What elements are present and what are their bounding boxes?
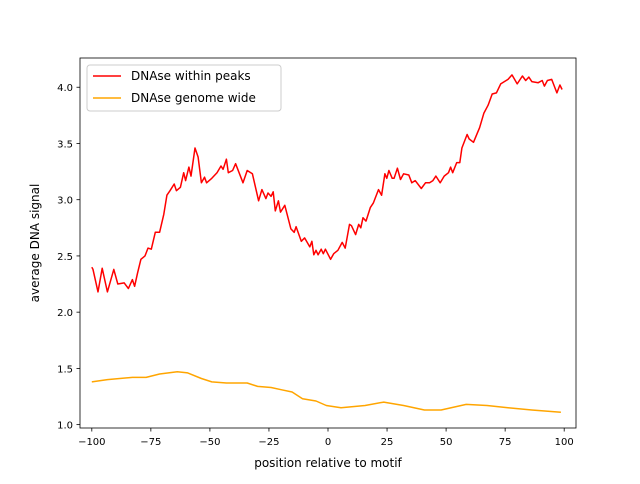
x-tick-label: 100: [555, 437, 574, 448]
legend-label-within-peaks: DNAse within peaks: [131, 69, 251, 83]
series-line-1: [91, 371, 561, 414]
x-tick-label: 50: [440, 437, 453, 448]
x-tick-label: −25: [258, 437, 279, 448]
y-tick-label: 1.0: [57, 421, 73, 432]
series-layer: [91, 74, 563, 414]
y-tick-label: 3.5: [57, 139, 73, 150]
series-line-0: [91, 74, 563, 293]
y-axis-label: average DNA signal: [28, 184, 42, 303]
x-tick-label: 0: [325, 437, 331, 448]
legend-label-genome-wide: DNAse genome wide: [131, 91, 256, 105]
x-tick-label: −75: [140, 437, 161, 448]
y-tick-label: 1.5: [57, 364, 73, 375]
x-tick-label: 25: [381, 437, 394, 448]
x-tick-label: 75: [499, 437, 512, 448]
x-axis-label: position relative to motif: [254, 456, 402, 470]
x-tick-label: −100: [78, 437, 105, 448]
x-tick-label: −50: [199, 437, 220, 448]
y-axis-ticks: 1.0 1.5 2.0 2.5 3.0 3.5 4.0: [57, 83, 80, 432]
y-tick-label: 2.5: [57, 252, 73, 263]
y-tick-label: 4.0: [57, 83, 73, 94]
plot-frame: [79, 57, 577, 429]
legend: DNAse within peaks DNAse genome wide: [86, 64, 282, 112]
y-tick-label: 2.0: [57, 308, 73, 319]
x-axis-ticks: −100 −75 −50 −25 0 25 50 75 100: [78, 428, 574, 448]
legend-box: [86, 64, 282, 112]
y-tick-label: 3.0: [57, 196, 73, 207]
